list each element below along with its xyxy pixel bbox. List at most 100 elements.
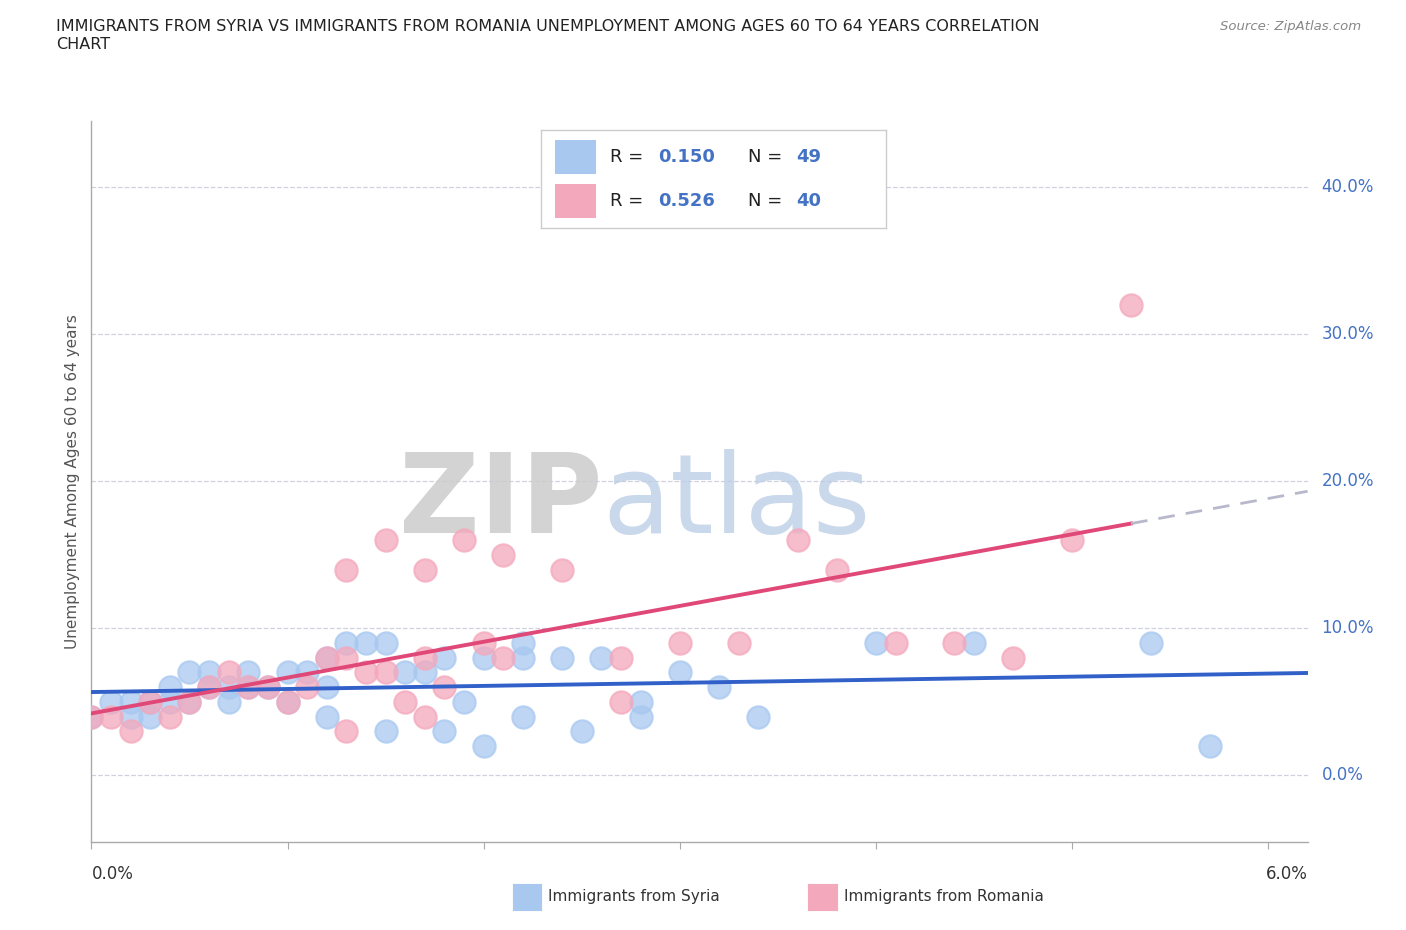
Text: R =: R = <box>610 148 650 166</box>
Point <box>120 724 142 738</box>
Point <box>80 710 103 724</box>
Text: 40: 40 <box>796 192 821 209</box>
Point <box>413 562 436 577</box>
Text: R =: R = <box>610 192 650 209</box>
Point <box>786 533 808 548</box>
Point <box>669 665 692 680</box>
Point <box>179 695 201 710</box>
Point <box>120 695 142 710</box>
Point <box>669 635 692 650</box>
Point <box>238 680 260 695</box>
Point <box>354 635 377 650</box>
Point <box>159 695 181 710</box>
Point <box>374 724 396 738</box>
Point <box>884 635 907 650</box>
Point <box>198 680 221 695</box>
Point <box>257 680 280 695</box>
Point <box>413 650 436 665</box>
Point <box>453 533 475 548</box>
Point <box>1062 533 1084 548</box>
Y-axis label: Unemployment Among Ages 60 to 64 years: Unemployment Among Ages 60 to 64 years <box>65 313 80 649</box>
Point <box>571 724 593 738</box>
Point <box>707 680 730 695</box>
Point <box>394 695 416 710</box>
Point <box>630 695 652 710</box>
Text: atlas: atlas <box>602 449 870 556</box>
Point <box>963 635 986 650</box>
Point <box>139 710 162 724</box>
Point <box>433 724 456 738</box>
Text: N =: N = <box>748 148 787 166</box>
Point <box>218 665 240 680</box>
Point <box>315 650 337 665</box>
Text: 0.0%: 0.0% <box>1322 766 1364 785</box>
Point <box>277 695 299 710</box>
Point <box>374 635 396 650</box>
FancyBboxPatch shape <box>555 140 596 174</box>
Point <box>354 665 377 680</box>
Point <box>139 695 162 710</box>
Text: 10.0%: 10.0% <box>1322 619 1374 637</box>
Point <box>512 635 534 650</box>
Text: 40.0%: 40.0% <box>1322 178 1374 196</box>
Point <box>727 635 749 650</box>
Point <box>472 738 495 753</box>
Text: 30.0%: 30.0% <box>1322 326 1374 343</box>
Point <box>472 650 495 665</box>
FancyBboxPatch shape <box>555 184 596 219</box>
Point <box>179 665 201 680</box>
Point <box>198 665 221 680</box>
Point <box>257 680 280 695</box>
Point <box>413 710 436 724</box>
Point <box>453 695 475 710</box>
Point <box>80 710 103 724</box>
Point <box>433 680 456 695</box>
Point <box>551 562 574 577</box>
Point <box>591 650 613 665</box>
Text: 0.150: 0.150 <box>658 148 716 166</box>
Point <box>512 710 534 724</box>
Point <box>374 533 396 548</box>
Text: N =: N = <box>748 192 787 209</box>
Point <box>315 650 337 665</box>
Point <box>179 695 201 710</box>
Point <box>295 680 318 695</box>
Point <box>1002 650 1025 665</box>
Point <box>492 548 515 563</box>
Point <box>1139 635 1161 650</box>
Point <box>747 710 769 724</box>
Point <box>825 562 848 577</box>
Point <box>335 635 357 650</box>
Point <box>433 650 456 665</box>
Point <box>159 710 181 724</box>
Point <box>865 635 887 650</box>
Point <box>100 695 122 710</box>
Text: 49: 49 <box>796 148 821 166</box>
Point <box>277 695 299 710</box>
Point <box>413 665 436 680</box>
Text: 6.0%: 6.0% <box>1265 865 1308 884</box>
Point <box>1119 298 1142 312</box>
Text: 0.526: 0.526 <box>658 192 716 209</box>
Point <box>335 562 357 577</box>
Text: ZIP: ZIP <box>399 449 602 556</box>
Point <box>315 680 337 695</box>
Point <box>238 665 260 680</box>
Point <box>394 665 416 680</box>
Text: Immigrants from Syria: Immigrants from Syria <box>548 889 720 904</box>
Point <box>630 710 652 724</box>
Point <box>374 665 396 680</box>
Point <box>120 710 142 724</box>
Point <box>159 680 181 695</box>
Point <box>335 724 357 738</box>
Text: Immigrants from Romania: Immigrants from Romania <box>844 889 1043 904</box>
Point <box>277 665 299 680</box>
Point <box>218 680 240 695</box>
Point <box>218 695 240 710</box>
Text: Source: ZipAtlas.com: Source: ZipAtlas.com <box>1220 20 1361 33</box>
Point <box>512 650 534 665</box>
Point <box>610 695 633 710</box>
Text: IMMIGRANTS FROM SYRIA VS IMMIGRANTS FROM ROMANIA UNEMPLOYMENT AMONG AGES 60 TO 6: IMMIGRANTS FROM SYRIA VS IMMIGRANTS FROM… <box>56 19 1040 33</box>
Point <box>943 635 966 650</box>
Text: 0.0%: 0.0% <box>91 865 134 884</box>
